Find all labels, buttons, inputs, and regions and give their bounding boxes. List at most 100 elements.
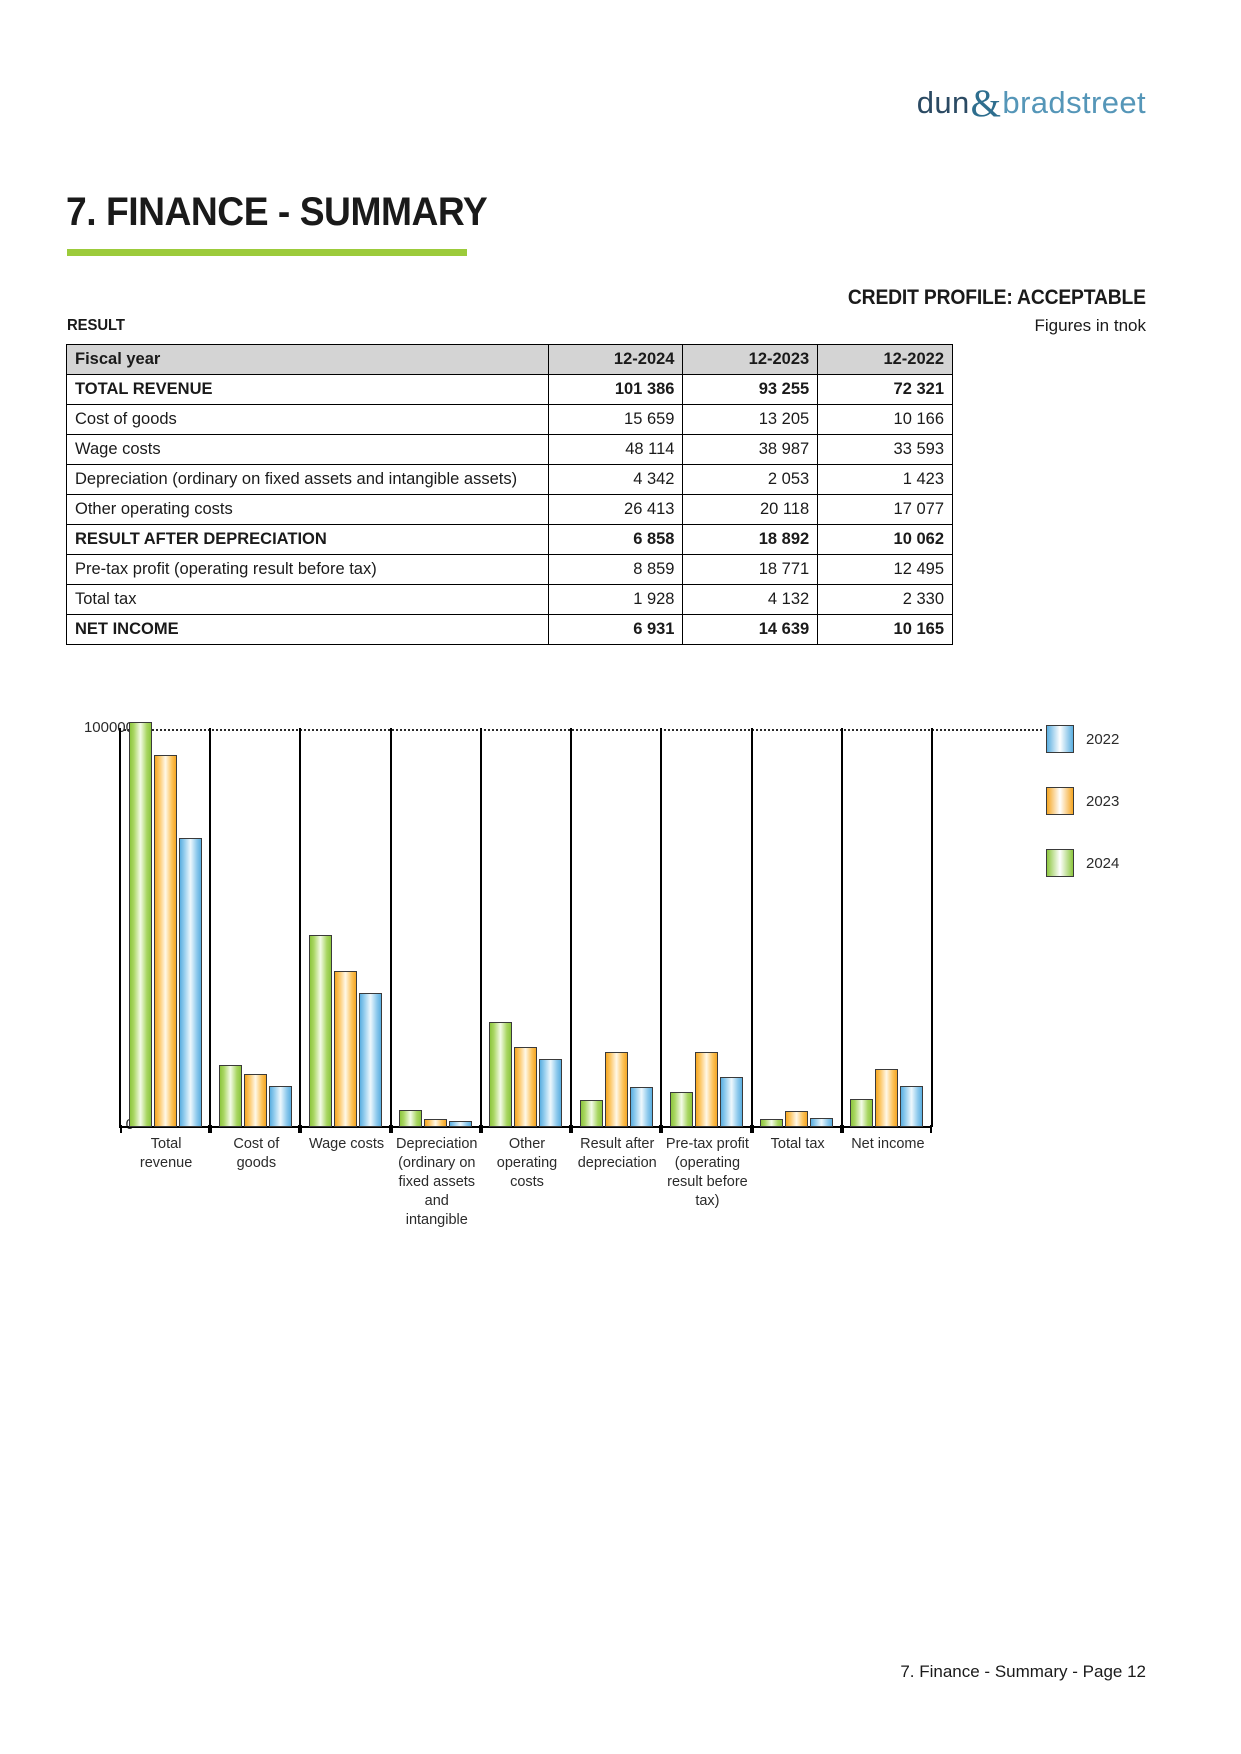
chart-bar-2022	[719, 1077, 743, 1127]
chart-bar-2023	[785, 1110, 809, 1127]
chart-axis-tick	[388, 1125, 391, 1133]
chart-category-label-line: depreciation	[577, 1155, 657, 1171]
table-row: NET INCOME 6 931 14 639 10 165	[66, 614, 953, 645]
dun-bradstreet-logo: dun & bradstreet	[917, 78, 1146, 125]
table-cell-value: 10 165	[817, 614, 953, 645]
table-cell-label: Other operating costs	[66, 494, 549, 525]
chart-gridline	[119, 729, 1042, 731]
chart-axis-tick	[929, 1125, 932, 1133]
legend-label: 2024	[1086, 854, 1120, 872]
column-header-12-2022: 12-2022	[817, 344, 953, 375]
column-header-fiscal-year: Fiscal year	[66, 344, 549, 375]
chart-category-label: Cost of goods	[211, 1135, 301, 1230]
chart-y-axis	[119, 728, 121, 1128]
legend-label: 2022	[1086, 730, 1120, 748]
legend-swatch-icon	[1046, 849, 1074, 877]
table-cell-value: 6 931	[547, 614, 684, 645]
table-cell-value: 93 255	[682, 374, 819, 405]
chart-category-label: Other operating costs	[482, 1135, 572, 1230]
table-row: Pre-tax profit (operating result before …	[66, 554, 953, 585]
table-cell-value: 10 062	[817, 524, 953, 555]
chart-category-label: Total revenue	[121, 1135, 211, 1230]
chart-category-label-line: Result after	[580, 1136, 655, 1152]
table-row: Depreciation (ordinary on fixed assets a…	[66, 464, 953, 495]
chart-bar-group	[841, 728, 933, 1133]
table-cell-value: 14 639	[682, 614, 819, 645]
chart-category-label: Depreciation (ordinary on fixed assets and …	[392, 1135, 482, 1230]
table-cell-value: 13 205	[682, 404, 819, 435]
table-cell-value: 72 321	[817, 374, 953, 405]
chart-category-label-line: Total revenue	[139, 1136, 193, 1171]
chart-category-label-line: Other	[508, 1136, 546, 1152]
result-section-label: RESULT	[67, 317, 125, 334]
chart-bar-2022	[539, 1058, 563, 1127]
chart-category-label: Total tax	[753, 1135, 843, 1230]
table-cell-value: 48 114	[547, 434, 684, 465]
chart-category-label-line: result before	[667, 1174, 748, 1190]
page-footer: 7. Finance - Summary - Page 12	[900, 1662, 1146, 1681]
chart-category-label: Pre-tax profit (operating result before tax…	[662, 1135, 752, 1230]
table-cell-value: 10 166	[817, 404, 953, 435]
table-row: Wage costs 48 114 38 987 33 593	[66, 434, 953, 465]
y-axis-max-tick-label: 100000	[83, 719, 134, 736]
chart-axis-tick	[478, 1125, 481, 1133]
chart-bar-2022	[359, 992, 383, 1127]
chart-bar-2024	[399, 1109, 423, 1127]
figures-unit-label: Figures in tnok	[1034, 316, 1147, 335]
table-cell-value: 38 987	[682, 434, 819, 465]
chart-bar-2024	[760, 1119, 784, 1127]
chart-axis-tick	[841, 1125, 844, 1133]
chart-category-label-line: Cost of goods	[233, 1136, 280, 1171]
chart-axis-tick	[298, 1125, 301, 1133]
chart-x-axis	[119, 1126, 932, 1128]
table-cell-label: NET INCOME	[66, 614, 549, 645]
chart-bar-group	[390, 728, 482, 1133]
chart-category-label-line: and intangible	[405, 1193, 468, 1228]
title-underline-rule	[67, 249, 467, 256]
table-cell-value: 8 859	[547, 554, 684, 585]
table-cell-value: 18 892	[682, 524, 819, 555]
table-cell-label: Depreciation (ordinary on fixed assets a…	[66, 464, 549, 495]
legend-item-2024: 2024	[1046, 849, 1119, 877]
chart-bar-2022	[629, 1086, 653, 1127]
chart-category-label-line: Total tax	[770, 1136, 825, 1152]
finance-summary-table: Fiscal year 12-2024 12-2023 12-2022 TOTA…	[66, 344, 953, 645]
chart-category-label-line: tax)	[695, 1193, 720, 1209]
table-cell-value: 12 495	[817, 554, 953, 585]
table-cell-value: 6 858	[547, 524, 684, 555]
table-row: RESULT AFTER DEPRECIATION 6 858 18 892 10 0…	[66, 524, 953, 555]
table-cell-value: 4 132	[682, 584, 819, 615]
table-row: Total tax 1 928 4 132 2 330	[66, 584, 953, 615]
legend-swatch-icon	[1046, 725, 1074, 753]
chart-axis-tick	[749, 1125, 752, 1133]
chart-category-label-line: operating	[496, 1155, 558, 1171]
chart-category-label-line: (operating	[674, 1155, 741, 1171]
chart-bar-group	[571, 728, 663, 1133]
chart-plot-area	[120, 722, 933, 1133]
chart-category-label: Wage costs	[301, 1135, 391, 1230]
chart-bar-2024	[309, 935, 333, 1127]
table-cell-value: 20 118	[682, 494, 819, 525]
chart-category-label-line: costs	[510, 1174, 544, 1190]
table-cell-value: 1 423	[817, 464, 953, 495]
table-row: Other operating costs 26 413 20 118 17 077	[66, 494, 953, 525]
chart-axis-tick	[839, 1125, 842, 1133]
chart-bar-2023	[875, 1068, 899, 1127]
chart-bar-2023	[243, 1074, 267, 1127]
chart-bar-2022	[810, 1117, 834, 1127]
table-cell-label: Pre-tax profit (operating result before …	[66, 554, 549, 585]
chart-bar-2023	[424, 1118, 448, 1127]
table-cell-value: 4 342	[547, 464, 684, 495]
chart-bar-2022	[178, 838, 202, 1127]
column-header-12-2024: 12-2024	[547, 344, 684, 375]
chart-legend: 2022 2023 2024	[1046, 725, 1119, 911]
chart-bar-2024	[218, 1064, 242, 1127]
table-cell-value: 101 386	[547, 374, 684, 405]
table-header-row: Fiscal year 12-2024 12-2023 12-2022	[66, 344, 953, 375]
page-title: 7. FINANCE - SUMMARY	[66, 190, 488, 234]
chart-axis-tick	[210, 1125, 213, 1133]
chart-category-labels: Total revenue Cost of goods Wage costs Depr…	[121, 1135, 933, 1230]
chart-bar-2023	[334, 971, 358, 1127]
table-row: Cost of goods 15 659 13 205 10 166	[66, 404, 953, 435]
chart-axis-tick	[208, 1125, 211, 1133]
